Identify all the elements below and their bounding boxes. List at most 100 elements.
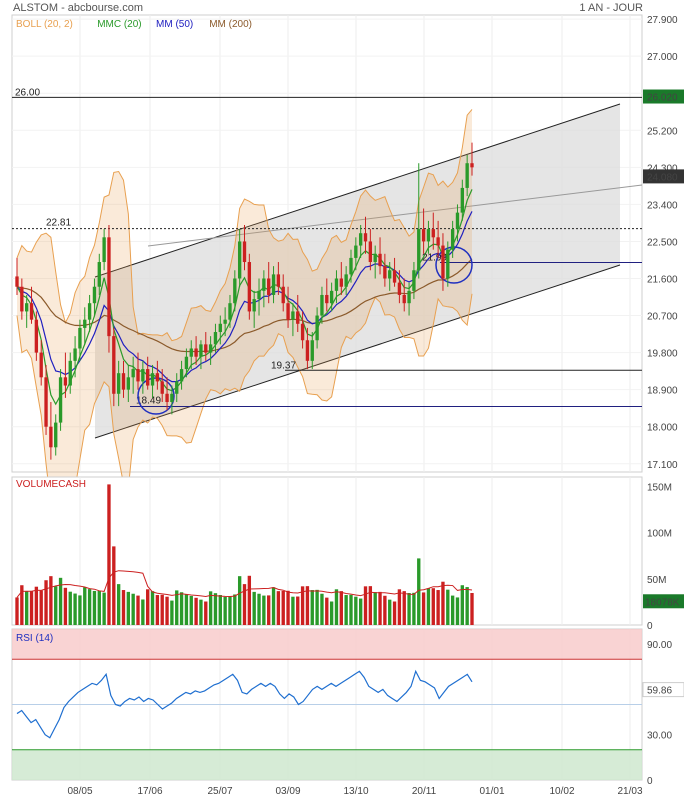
volume-bar [155,595,160,625]
candle-body [397,282,402,295]
candle-body [388,270,392,279]
volume-bar [402,591,406,625]
volume-bar [184,594,189,625]
volume-tag-label: 18078K [645,597,680,608]
chart-period: 1 AN - JOUR [579,2,643,14]
volume-bar [126,591,131,625]
candle-body [92,286,97,304]
volume-bar [92,590,97,625]
rsi-panel: 90.00 30.00 0 59.86 RSI (14) [11,628,684,787]
bollinger-band-fill [17,109,472,511]
candle-body [296,311,300,324]
volume-bar [373,592,377,625]
price-tag-label: 26.020 [647,93,678,104]
volume-bar [68,591,72,625]
level-label: 22.81 [46,218,71,229]
x-axis: 08/05 17/06 25/07 03/09 13/10 20/11 01/01 10/02… [67,786,642,797]
candle-body [233,278,237,304]
volume-bar [73,593,77,625]
candle-body [73,348,77,361]
volume-bar [175,590,179,625]
volume-bar [267,595,271,625]
rsi-tick-label: 90.00 [647,640,672,651]
candle-body [339,278,343,287]
candle-body [242,241,247,263]
volume-bar [315,589,319,625]
candle-body [49,426,53,448]
level-label: 21.99 [422,252,447,263]
volume-bar [354,596,358,625]
volume-bar [281,590,285,625]
channel-mid-line [147,184,643,247]
volume-bar [29,590,34,625]
candle-body [29,303,34,320]
candle-body [97,262,101,287]
candle-body [208,344,213,353]
volume-bar [213,593,218,625]
candle-body [358,233,363,246]
volume-bar [262,595,266,625]
candle-body [58,377,63,423]
price-tick-label: 18.900 [647,386,678,397]
volume-bar [276,591,281,625]
legend-entry: BOLL (20, 2) [16,19,73,30]
volume-bar [310,590,314,625]
x-tick-label: 25/07 [207,786,232,797]
volume-bar [39,590,43,625]
volume-bar [446,589,450,625]
volume-bar [78,595,82,625]
rsi-tick-label: 30.00 [647,731,672,742]
volume-bar [470,592,474,625]
volume-panel: 150M 100M 50M 0 18078K VOLUMECASH [11,476,684,632]
volume-bar [305,586,310,625]
channel-lower-line [94,264,621,439]
x-tick-label: 08/05 [67,786,92,797]
rsi-tick-label: 0 [647,776,653,787]
volume-tick-label: 100M [647,529,672,540]
candle-body [223,319,227,324]
candle-body [441,245,445,279]
volume-bar [392,601,397,625]
candle-body [252,299,256,312]
candle-body [465,163,469,188]
candle-body [54,422,58,448]
price-tick-label: 25.200 [647,126,678,137]
volume-bar [325,597,329,625]
candle-body [141,369,145,382]
legend-entry: MM (200) [209,19,252,30]
volume-bar [388,599,392,625]
candle-body [271,274,276,295]
volume-bar [204,601,208,625]
volume-bar [63,587,68,625]
legend-entry: MMC (20) [97,19,141,30]
price-tick-label: 27.000 [647,52,678,63]
candle-body [204,344,208,353]
candle-body [450,229,455,250]
candle-body [34,319,39,353]
candle-body [155,373,160,382]
volume-bar [189,595,193,625]
price-tick-label: 24.300 [647,163,678,174]
candle-body [334,278,339,291]
volume-bar [252,591,256,625]
volume-bar [320,593,324,625]
volume-bar [228,596,232,625]
price-tick-label: 23.400 [647,200,678,211]
volume-bar [116,584,121,625]
candle-body [363,233,368,242]
candle-body [121,373,126,390]
candle-body [199,344,203,357]
volume-bar [257,593,261,625]
volume-bar [441,581,445,625]
candle-body [470,163,474,168]
volume-bar [58,577,63,625]
candle-body [349,257,353,275]
candle-body [329,290,334,304]
candle-body [68,360,72,386]
volume-bar [20,585,24,625]
rsi-tag-box [642,682,684,698]
volume-bar [112,546,116,625]
x-tick-label: 13/10 [343,786,368,797]
level-label: 19.37 [271,360,296,371]
candle-body [87,303,92,320]
